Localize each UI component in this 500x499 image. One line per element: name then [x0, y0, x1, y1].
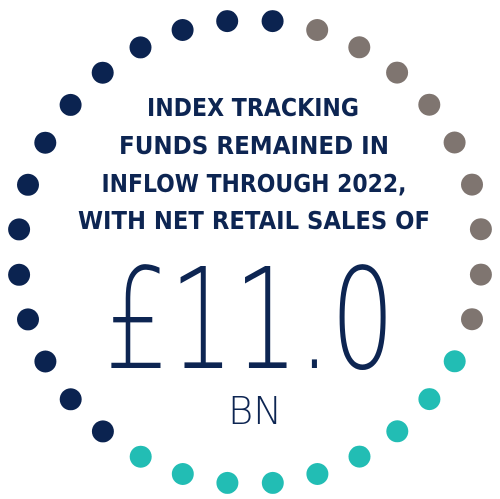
ring-dot: [348, 445, 371, 468]
ring-dot: [461, 173, 483, 196]
ring-dot: [443, 350, 466, 373]
ring-dot: [418, 388, 441, 411]
ring-dot: [261, 471, 284, 494]
ring-dot: [129, 36, 152, 59]
ring-dot: [261, 10, 284, 33]
ring-dot: [418, 93, 441, 116]
ring-dot: [34, 350, 57, 373]
ring-dot: [59, 93, 82, 116]
headline-line: INFLOW THROUGH 2022,: [102, 169, 407, 198]
headline-line: INDEX TRACKING: [147, 93, 359, 122]
ring-dot: [59, 388, 82, 411]
ring-dot: [17, 173, 39, 196]
ring-dot: [216, 471, 239, 494]
ring-dot: [306, 19, 329, 41]
ring-dot: [348, 36, 371, 59]
ring-dot: [129, 445, 152, 468]
ring-dot: [91, 61, 114, 84]
ring-dot: [461, 308, 483, 331]
headline-figure: £11.0: [105, 239, 395, 402]
ring-dot: [469, 263, 492, 286]
ring-dot: [306, 463, 329, 485]
ring-dot: [216, 10, 239, 33]
ring-dot: [91, 420, 114, 443]
ring-dot: [386, 61, 409, 84]
ring-dot: [34, 131, 57, 154]
figure-unit: BN: [228, 389, 282, 433]
ring-dot: [8, 263, 31, 286]
ring-dot: [17, 308, 39, 331]
ring-dot: [469, 218, 492, 241]
ring-dot: [386, 420, 409, 443]
dot-ring: [8, 10, 492, 494]
ring-dot: [8, 218, 31, 241]
ring-dot: [171, 463, 194, 485]
headline-line: FUNDS REMAINED IN: [119, 131, 389, 160]
ring-dot: [171, 19, 194, 41]
headline-line: WITH NET RETAIL SALES OF: [78, 206, 430, 235]
ring-dot: [443, 131, 466, 154]
